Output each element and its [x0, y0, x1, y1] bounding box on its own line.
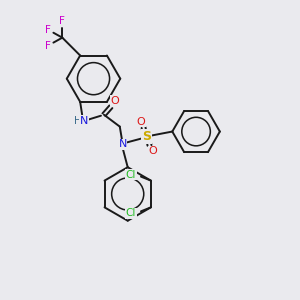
Text: F: F [59, 16, 65, 26]
Text: Cl: Cl [126, 170, 136, 180]
Text: O: O [110, 96, 119, 106]
Text: Cl: Cl [126, 208, 136, 218]
Text: O: O [148, 146, 157, 156]
Text: N: N [118, 140, 127, 149]
Text: F: F [44, 40, 50, 51]
Text: O: O [136, 117, 145, 127]
Text: S: S [142, 130, 151, 143]
Text: F: F [44, 25, 50, 35]
Text: H: H [74, 116, 82, 126]
Text: N: N [80, 116, 88, 126]
